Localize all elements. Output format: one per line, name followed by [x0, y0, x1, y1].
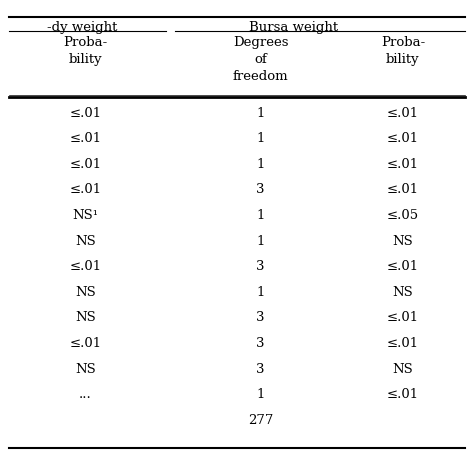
- Text: -dy weight: -dy weight: [47, 21, 118, 34]
- Text: 1: 1: [256, 286, 265, 299]
- Text: NS: NS: [392, 235, 413, 247]
- Text: 1: 1: [256, 235, 265, 247]
- Text: NS: NS: [75, 311, 96, 324]
- Text: ≤.01: ≤.01: [69, 183, 101, 196]
- Text: 3: 3: [256, 337, 265, 350]
- Text: 277: 277: [248, 414, 273, 427]
- Text: Degrees
of
freedom: Degrees of freedom: [233, 36, 289, 82]
- Text: ≤.01: ≤.01: [69, 132, 101, 145]
- Text: ≤.01: ≤.01: [387, 337, 419, 350]
- Text: NS: NS: [392, 363, 413, 375]
- Text: ≤.01: ≤.01: [387, 107, 419, 119]
- Text: ≤.05: ≤.05: [387, 209, 419, 222]
- Text: 1: 1: [256, 388, 265, 401]
- Text: ≤.01: ≤.01: [69, 260, 101, 273]
- Text: 1: 1: [256, 107, 265, 119]
- Text: ≤.01: ≤.01: [387, 388, 419, 401]
- Text: ≤.01: ≤.01: [69, 107, 101, 119]
- Text: NS: NS: [392, 286, 413, 299]
- Text: NS: NS: [75, 235, 96, 247]
- Text: NS¹: NS¹: [73, 209, 98, 222]
- Text: ≤.01: ≤.01: [69, 158, 101, 171]
- Text: ≤.01: ≤.01: [387, 311, 419, 324]
- Text: 3: 3: [256, 363, 265, 375]
- Text: 3: 3: [256, 260, 265, 273]
- Text: 3: 3: [256, 311, 265, 324]
- Text: ≤.01: ≤.01: [387, 132, 419, 145]
- Text: Proba-
bility: Proba- bility: [63, 36, 108, 65]
- Text: ≤.01: ≤.01: [387, 158, 419, 171]
- Text: 1: 1: [256, 132, 265, 145]
- Text: Proba-
bility: Proba- bility: [381, 36, 425, 65]
- Text: 3: 3: [256, 183, 265, 196]
- Text: ...: ...: [79, 388, 91, 401]
- Text: Bursa weight: Bursa weight: [249, 21, 338, 34]
- Text: 1: 1: [256, 158, 265, 171]
- Text: 1: 1: [256, 209, 265, 222]
- Text: NS: NS: [75, 286, 96, 299]
- Text: ≤.01: ≤.01: [69, 337, 101, 350]
- Text: ≤.01: ≤.01: [387, 260, 419, 273]
- Text: ≤.01: ≤.01: [387, 183, 419, 196]
- Text: NS: NS: [75, 363, 96, 375]
